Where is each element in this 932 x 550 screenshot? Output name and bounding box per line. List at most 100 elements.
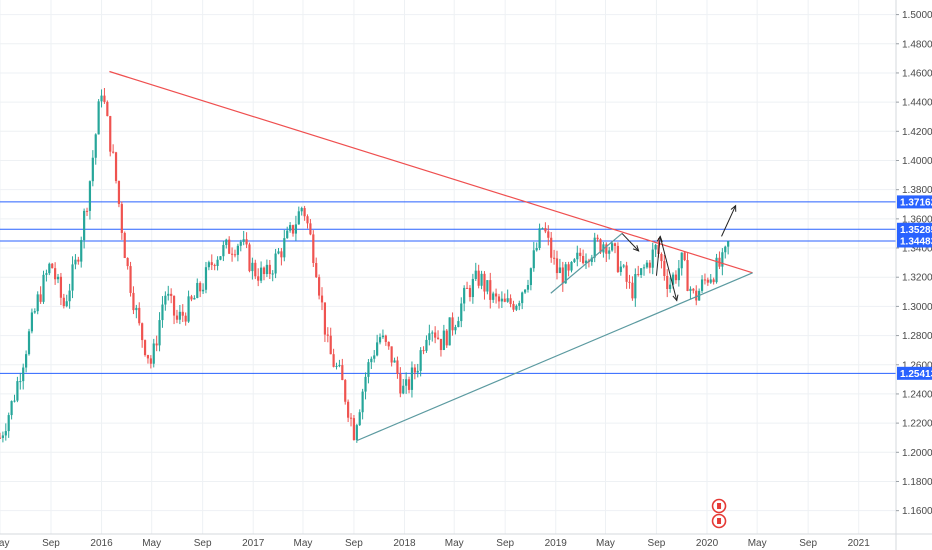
candle-body: [1, 435, 5, 438]
price-tag: [897, 195, 932, 209]
candle-body: [268, 264, 271, 275]
candle-body: [65, 301, 68, 307]
candle-body: [544, 228, 547, 232]
candle-body: [570, 261, 573, 271]
candle-body: [135, 307, 138, 311]
candle-body: [329, 335, 332, 355]
candle-body: [582, 255, 585, 264]
candle-body: [88, 181, 92, 211]
candle-body: [608, 250, 611, 254]
candle-body: [344, 380, 347, 402]
candle-body: [219, 256, 222, 260]
candle-body: [457, 321, 460, 328]
candle-body: [245, 239, 248, 245]
candle-body: [51, 263, 54, 269]
candle-body: [13, 400, 16, 402]
candle-body: [628, 281, 631, 283]
candle-body: [654, 244, 657, 250]
candle-body: [54, 268, 57, 280]
x-tick-label: May: [293, 538, 312, 549]
x-tick-label: Sep: [496, 538, 514, 549]
candle-body: [518, 303, 521, 306]
candle-body: [500, 298, 503, 302]
candle-body: [526, 285, 530, 290]
candle-body: [677, 268, 680, 281]
candle-body: [666, 275, 669, 290]
candle-body: [532, 250, 535, 269]
candle-body: [486, 280, 489, 292]
candle-body: [210, 262, 213, 266]
candle-body: [193, 297, 196, 300]
candle-body: [239, 241, 242, 246]
trendlines: [109, 70, 753, 442]
x-tick-label: 2018: [393, 538, 416, 549]
candle-body: [251, 262, 254, 272]
candle-body: [642, 267, 646, 269]
arrow-head: [632, 245, 640, 252]
x-tick-label: 2020: [696, 538, 719, 549]
candle-body: [155, 343, 158, 346]
candle-body: [503, 298, 506, 302]
candle-body: [596, 237, 599, 240]
candle-body: [555, 258, 559, 274]
price-tag-label: 1.37162: [900, 197, 932, 208]
candle-body: [619, 266, 622, 272]
candle-body: [167, 293, 170, 296]
x-tick-label: 2017: [242, 538, 265, 549]
y-tick-label: 1.40000: [902, 156, 932, 167]
candle-body: [16, 381, 19, 401]
candle-body: [640, 268, 643, 275]
candle-body: [541, 228, 544, 230]
x-tick-label: Sep: [194, 538, 212, 549]
candle-body: [634, 273, 637, 299]
candle-body: [94, 134, 97, 158]
price-tag-label: 1.35285: [900, 225, 932, 236]
candle-body: [286, 230, 289, 239]
candle-body: [91, 157, 94, 182]
candle-body: [146, 355, 150, 359]
candle-body: [460, 303, 463, 322]
candle-body: [651, 249, 654, 268]
candle-body: [674, 274, 678, 281]
candle-body: [277, 251, 280, 254]
candle-body: [335, 365, 338, 367]
x-tick-label: 2021: [848, 538, 871, 549]
price-tag: [897, 366, 932, 380]
candle-body: [558, 267, 561, 274]
candle-body: [680, 252, 683, 269]
candle-body: [132, 292, 135, 311]
candle-body: [291, 225, 295, 234]
candle-body: [222, 244, 225, 257]
candle-body: [347, 401, 350, 418]
candle-body: [341, 365, 344, 381]
candle-body: [178, 311, 181, 320]
candle-body: [323, 302, 327, 335]
candle-body: [172, 295, 176, 316]
flag-icon: [717, 503, 722, 509]
x-tick-label: Sep: [42, 538, 60, 549]
candle-body: [68, 290, 71, 302]
candle-body: [201, 289, 205, 292]
candle-body: [387, 341, 390, 347]
arrow-head: [672, 294, 679, 302]
y-tick-label: 1.22000: [902, 419, 932, 430]
candle-body: [616, 245, 620, 272]
candle-body: [199, 282, 202, 292]
y-tick-label: 1.44000: [902, 98, 932, 109]
candle-body: [126, 258, 129, 267]
candle-body: [564, 264, 567, 284]
candle-body: [0, 437, 2, 439]
y-tick-label: 1.48000: [902, 39, 932, 50]
candle-body: [393, 360, 396, 363]
candle-body: [552, 257, 556, 259]
candle-body: [294, 224, 298, 234]
candle-body: [567, 264, 570, 271]
candle-body: [625, 265, 628, 282]
arrow-shaft: [621, 233, 640, 252]
price-tags: 1.37162 1.352851.34483 1.25413: [897, 195, 932, 380]
price-tag-label: 1.34483: [900, 236, 932, 247]
candle-body: [184, 315, 187, 322]
candle-body: [158, 320, 161, 346]
candle-body: [143, 340, 147, 356]
